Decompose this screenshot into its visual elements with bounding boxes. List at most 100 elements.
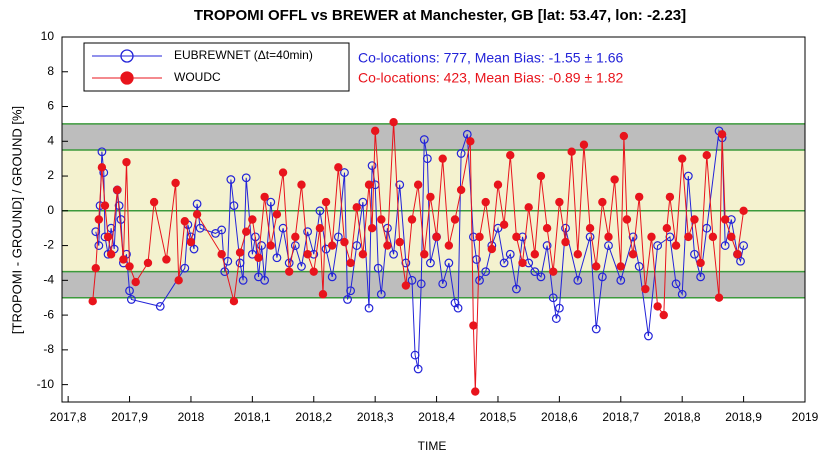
data-point <box>420 250 429 259</box>
data-point <box>739 241 748 250</box>
data-point <box>481 267 491 277</box>
data-point <box>189 244 199 254</box>
y-tick-label: 6 <box>47 99 54 113</box>
data-point <box>462 129 472 139</box>
chart-title: TROPOMI OFFL vs BREWER at Manchester, GB… <box>194 7 686 24</box>
y-tick-label: 2 <box>47 168 54 182</box>
data-point <box>739 206 748 216</box>
x-tick-label: 2017,9 <box>111 410 148 424</box>
y-tick-label: -10 <box>37 377 55 391</box>
x-axis-title: TIME <box>418 439 447 452</box>
data-point <box>113 185 122 195</box>
x-tick-label: 2018,3 <box>357 410 394 424</box>
data-point <box>377 215 386 224</box>
data-point <box>518 258 527 268</box>
data-point <box>315 223 325 233</box>
data-point <box>579 140 589 149</box>
y-axis-title: [TROPOMI - GROUND] / GROUND [%] <box>9 106 24 334</box>
data-point <box>733 250 742 259</box>
data-point <box>561 237 570 247</box>
data-point <box>493 180 503 189</box>
data-point <box>126 295 136 304</box>
data-point <box>364 303 374 313</box>
data-point <box>376 289 386 299</box>
data-point <box>720 241 730 250</box>
legend-marker <box>120 49 134 63</box>
data-point <box>481 197 490 207</box>
data-point <box>333 232 343 242</box>
data-point <box>97 163 107 172</box>
data-point <box>260 275 270 285</box>
data-point <box>438 279 448 289</box>
legend-label: WOUDC <box>174 70 221 84</box>
data-point <box>530 267 540 277</box>
data-point <box>561 223 570 233</box>
data-point <box>413 180 423 189</box>
data-point <box>266 197 276 207</box>
data-point <box>555 197 564 207</box>
data-point <box>635 192 644 202</box>
data-point <box>475 232 484 242</box>
data-point <box>432 232 441 242</box>
data-point <box>684 232 693 242</box>
data-point <box>628 250 638 259</box>
data-point <box>634 262 644 271</box>
data-point <box>334 163 343 172</box>
data-point <box>419 135 429 144</box>
data-point <box>367 161 377 171</box>
data-point <box>260 192 269 202</box>
data-point <box>628 232 638 242</box>
data-point <box>235 248 245 257</box>
data-point <box>530 250 540 259</box>
data-point <box>119 255 128 264</box>
y-tick-label: 10 <box>41 29 55 43</box>
x-tick-label: 2018,4 <box>418 410 455 424</box>
data-point <box>186 237 196 247</box>
data-point <box>155 302 165 311</box>
data-point <box>604 241 613 250</box>
data-point <box>616 262 625 271</box>
plot-frame <box>61 36 806 403</box>
data-point <box>389 249 398 259</box>
data-point <box>422 154 432 164</box>
data-point <box>125 262 134 271</box>
data-point <box>149 197 159 207</box>
data-point <box>217 225 227 235</box>
data-point <box>727 232 736 242</box>
data-point <box>524 203 533 212</box>
data-point <box>241 173 251 183</box>
data-point <box>272 253 282 263</box>
data-point <box>416 279 426 289</box>
data-point <box>585 223 595 233</box>
data-point <box>103 232 113 242</box>
x-tick-label: 2018 <box>178 410 205 424</box>
data-point <box>192 199 202 209</box>
data-point <box>272 210 282 219</box>
data-point <box>717 130 727 139</box>
data-point <box>683 171 693 181</box>
data-point <box>106 250 116 259</box>
data-point <box>647 232 656 242</box>
data-point <box>536 272 546 282</box>
data-point <box>426 258 435 268</box>
data-point <box>450 215 460 224</box>
data-point <box>94 241 104 250</box>
data-point <box>471 387 480 396</box>
data-point <box>242 227 251 236</box>
data-point <box>327 241 337 250</box>
data-point <box>303 227 313 237</box>
data-point <box>180 217 190 226</box>
data-point <box>407 275 417 285</box>
data-point <box>662 223 672 233</box>
data-point <box>143 258 153 268</box>
data-point <box>466 137 475 146</box>
data-point <box>410 350 420 360</box>
data-point <box>407 215 417 224</box>
data-point <box>358 250 368 259</box>
data-point <box>475 275 484 285</box>
x-tick-label: 2018,6 <box>541 410 578 424</box>
data-point <box>297 180 306 189</box>
data-point <box>373 263 383 273</box>
data-point <box>469 321 478 330</box>
data-point <box>340 237 349 247</box>
